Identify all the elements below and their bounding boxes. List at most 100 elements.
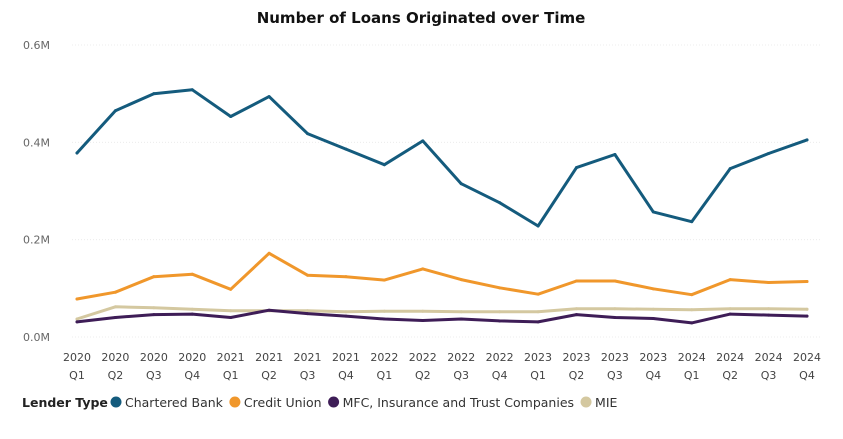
data-point [344,275,348,279]
data-point [75,317,79,321]
data-point [306,312,310,316]
x-tick-quarter: Q4 [645,369,661,382]
data-point [536,320,540,324]
legend-marker [328,396,340,408]
y-tick-label: 0.4M [23,136,50,149]
data-point [113,109,117,113]
data-point [574,279,578,283]
data-point [767,280,771,284]
legend-label: Credit Union [244,395,322,410]
data-point [75,320,79,324]
x-tick-quarter: Q2 [415,369,431,382]
data-point [152,92,156,96]
x-tick-year: 2024 [755,351,783,364]
x-axis: 2020 Q1 2020 Q2 2020 Q3 2020 Q4 2021 Q1 2021 Q2 2021… [63,351,821,382]
x-tick-quarter: Q4 [338,369,354,382]
series-line-3 [75,305,809,321]
data-point [306,309,310,313]
data-point [767,307,771,311]
data-point [190,272,194,276]
y-tick-label: 0.0M [23,331,50,344]
data-point [536,310,540,314]
data-point [382,278,386,282]
chart-title: Number of Loans Originated over Time [257,9,586,27]
data-point [421,309,425,313]
x-tick-quarter: Q3 [607,369,623,382]
x-tick-quarter: Q3 [300,369,316,382]
data-point [498,201,502,205]
x-tick-year: 2021 [255,351,283,364]
y-tick-label: 0.2M [23,234,50,247]
x-tick-year: 2024 [793,351,821,364]
data-point [267,251,271,255]
data-point [805,307,809,311]
data-point [690,308,694,312]
data-point [306,132,310,136]
legend-marker [110,396,122,408]
legend-marker [580,396,592,408]
data-point [651,317,655,321]
x-tick-quarter: Q3 [146,369,162,382]
legend-marker [229,396,241,408]
data-point [805,280,809,284]
data-point [421,318,425,322]
x-tick-quarter: Q1 [377,369,393,382]
data-point [190,88,194,92]
x-tick-quarter: Q1 [530,369,546,382]
series-line-2 [75,308,809,325]
data-point [574,166,578,170]
data-point [690,321,694,325]
x-tick-quarter: Q1 [684,369,700,382]
data-point [306,273,310,277]
x-tick-year: 2023 [639,351,667,364]
x-tick-quarter: Q2 [569,369,585,382]
data-point [536,224,540,228]
x-tick-year: 2021 [294,351,322,364]
data-point [805,138,809,142]
data-point [574,313,578,317]
x-tick-year: 2020 [63,351,91,364]
series-layer [75,88,809,325]
legend: Lender Type Chartered Bank Credit Union MF… [22,395,618,410]
data-point [651,210,655,214]
data-point [421,139,425,143]
data-point [267,95,271,99]
x-tick-quarter: Q2 [108,369,124,382]
data-point [728,278,732,282]
data-point [690,220,694,224]
data-point [459,310,463,314]
x-tick-year: 2021 [217,351,245,364]
x-tick-year: 2023 [524,351,552,364]
data-point [459,182,463,186]
x-tick-year: 2021 [332,351,360,364]
data-point [382,163,386,167]
x-tick-quarter: Q2 [722,369,738,382]
data-point [75,151,79,155]
y-tick-label: 0.6M [23,39,50,52]
x-tick-year: 2024 [678,351,706,364]
x-tick-year: 2020 [101,351,129,364]
grid-layer [72,44,822,338]
data-point [613,307,617,311]
x-tick-year: 2024 [716,351,744,364]
series-line-1 [75,251,809,301]
x-tick-quarter: Q3 [761,369,777,382]
x-tick-year: 2022 [447,351,475,364]
x-tick-quarter: Q3 [453,369,469,382]
x-tick-year: 2023 [601,351,629,364]
x-tick-year: 2022 [486,351,514,364]
x-tick-quarter: Q4 [184,369,200,382]
x-tick-year: 2022 [409,351,437,364]
data-point [651,287,655,291]
x-tick-quarter: Q2 [261,369,277,382]
x-tick-year: 2020 [140,351,168,364]
data-point [421,267,425,271]
data-point [344,314,348,318]
data-point [267,308,271,312]
data-point [382,317,386,321]
data-point [382,309,386,313]
data-point [344,310,348,314]
data-point [459,278,463,282]
